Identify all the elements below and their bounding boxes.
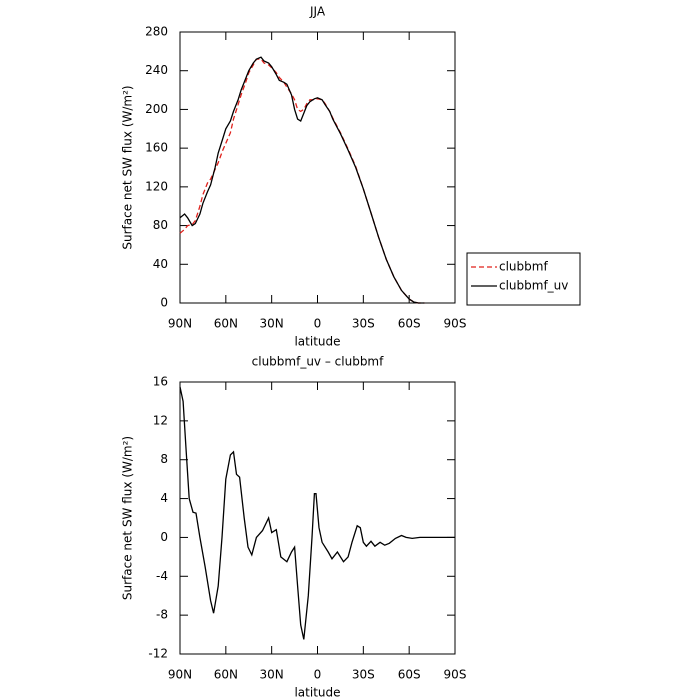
x-tick-label: 90N: [168, 317, 192, 331]
x-tick-label: 60S: [398, 668, 421, 682]
x-tick-label: 0: [314, 317, 322, 331]
y-tick-label: 4: [160, 491, 168, 505]
x-axis-label: latitude: [294, 686, 340, 700]
x-tick-label: 30N: [260, 317, 284, 331]
chart-title: JJA: [309, 5, 326, 19]
y-tick-label: 0: [160, 530, 168, 544]
y-tick-label: -8: [156, 608, 168, 622]
x-tick-label: 30N: [260, 668, 284, 682]
y-tick-label: 12: [153, 413, 168, 427]
y-tick-label: 0: [160, 296, 168, 310]
y-tick-label: 240: [145, 63, 168, 77]
series-line: [179, 58, 425, 304]
chart-title: clubbmf_uv – clubbmf: [252, 355, 384, 369]
y-tick-label: 8: [160, 452, 168, 466]
y-axis-label: Surface net SW flux (W/m²): [121, 85, 135, 249]
legend-box: [466, 252, 581, 306]
y-tick-label: -4: [156, 569, 168, 583]
y-tick-label: 160: [145, 141, 168, 155]
x-tick-label: 90S: [444, 317, 467, 331]
x-tick-label: 90N: [168, 668, 192, 682]
x-axis-label: latitude: [294, 335, 340, 349]
y-tick-label: 16: [153, 375, 168, 389]
x-tick-label: 0: [314, 668, 322, 682]
y-tick-label: 280: [145, 25, 168, 39]
plot-frame: [179, 31, 456, 304]
x-tick-label: 60N: [214, 668, 238, 682]
legend-label: clubbmf_uv: [499, 279, 568, 293]
x-tick-label: 30S: [352, 317, 375, 331]
y-tick-label: 200: [145, 102, 168, 116]
x-tick-label: 90S: [444, 668, 467, 682]
series-line: [179, 56, 425, 304]
y-tick-label: -12: [148, 647, 168, 661]
y-tick-label: 80: [153, 218, 168, 232]
x-tick-label: 30S: [352, 668, 375, 682]
x-tick-label: 60N: [214, 317, 238, 331]
series-line: [179, 386, 455, 640]
y-axis-label: Surface net SW flux (W/m²): [121, 436, 135, 600]
legend-label: clubbmf: [499, 260, 548, 274]
y-tick-label: 120: [145, 179, 168, 193]
y-tick-label: 40: [153, 257, 168, 271]
x-tick-label: 60S: [398, 317, 421, 331]
